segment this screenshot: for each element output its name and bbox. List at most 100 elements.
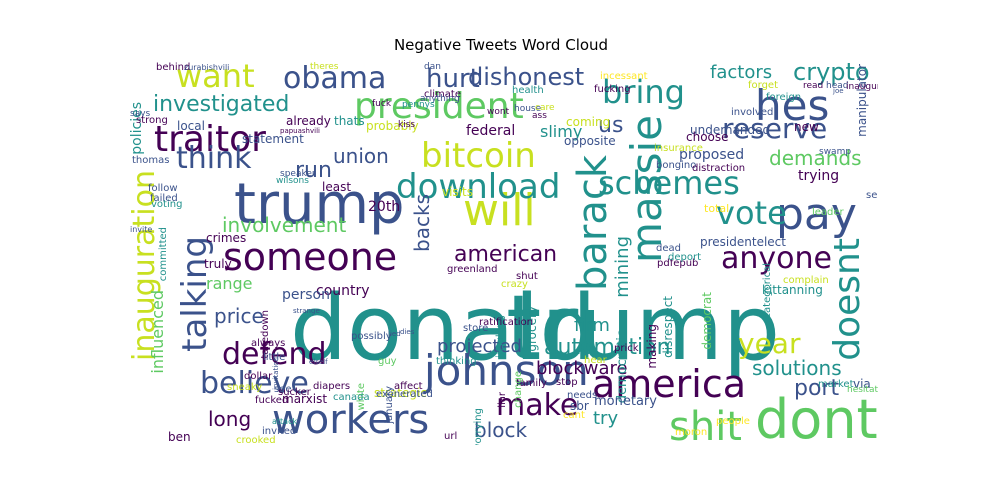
cloud-word: range <box>206 274 253 293</box>
cloud-word: crimes <box>206 231 247 245</box>
cloud-word: trying <box>798 168 840 184</box>
cloud-word: want <box>176 60 255 95</box>
cloud-word: workers <box>272 397 430 443</box>
cloud-word: underhanded <box>690 123 771 137</box>
cloud-word: new <box>794 120 819 134</box>
cloud-word: moron <box>675 427 708 438</box>
cloud-word: crypto <box>793 60 870 86</box>
cloud-word: kiss <box>398 120 416 130</box>
cloud-word: greenland <box>447 264 498 275</box>
cloud-word: download <box>396 167 561 207</box>
cloud-word: think <box>176 141 252 176</box>
cloud-word: diapers <box>313 381 351 392</box>
cloud-word: guy <box>378 356 397 367</box>
cloud-word: leader <box>812 207 844 218</box>
cloud-word: obama <box>283 61 387 96</box>
cloud-word: already <box>286 114 331 128</box>
cloud-word: care <box>535 103 555 113</box>
cloud-word: block <box>474 418 528 442</box>
cloud-word: sept <box>866 190 878 201</box>
cloud-word: try <box>593 408 619 429</box>
cloud-word: bongino <box>656 160 697 171</box>
cloud-word: little <box>263 352 286 363</box>
word-cloud: donald trump president trump will someone obam… <box>126 60 878 445</box>
cloud-word: bring <box>602 73 685 111</box>
cloud-word: climate <box>424 89 461 100</box>
cloud-word: presidentelect <box>700 235 786 249</box>
cloud-word: url <box>444 431 458 442</box>
cloud-word: people <box>716 416 750 427</box>
cloud-word: trump <box>506 276 781 381</box>
cloud-word: fucked <box>255 395 289 406</box>
cloud-word: wont <box>487 107 510 117</box>
cloud-word: hesitated <box>847 385 878 395</box>
cloud-word: make <box>496 388 579 423</box>
cloud-word: fucking <box>594 84 631 95</box>
cloud-word: donald <box>290 276 597 381</box>
cloud-word: will <box>463 185 536 236</box>
cloud-word: kittanning <box>762 283 823 297</box>
cloud-word: run <box>295 158 332 183</box>
cloud-word: affect <box>394 381 423 392</box>
cloud-word: crazy <box>501 279 528 290</box>
cloud-word: price <box>214 304 264 328</box>
cloud-word: us <box>598 113 624 138</box>
cloud-word: sucker <box>278 387 311 398</box>
cloud-word: pay <box>776 189 857 240</box>
cloud-word: invitation <box>272 357 280 390</box>
cloud-word: thomas <box>132 155 170 166</box>
cloud-word: family <box>516 378 547 389</box>
cloud-word: elself <box>309 358 328 366</box>
cloud-word: lied <box>388 330 401 338</box>
cloud-word: possibly <box>351 331 392 342</box>
cloud-word: someone <box>223 235 398 279</box>
cloud-word: investigated <box>153 92 290 117</box>
cloud-word: incessant <box>600 71 648 82</box>
cloud-word: head <box>826 81 849 91</box>
cloud-word: speaker <box>280 169 316 179</box>
cloud-word: crooked <box>236 435 276 446</box>
cloud-word: inaugurationsaidits <box>846 82 878 92</box>
cloud-word: ratification <box>479 317 534 328</box>
cloud-word: stop <box>556 377 578 388</box>
cloud-word: voting <box>151 199 183 210</box>
cloud-word: firm <box>574 315 610 336</box>
cloud-word: manipulator <box>855 64 869 137</box>
cloud-word: defend <box>222 337 327 372</box>
cloud-word: complain <box>783 275 829 286</box>
cloud-word: statement <box>242 132 304 146</box>
cloud-word: distraction <box>692 163 746 174</box>
cloud-word: committed <box>158 227 169 282</box>
cloud-word: president <box>354 86 524 127</box>
cloud-word: theres <box>310 62 339 72</box>
cloud-word: believe <box>200 366 309 401</box>
cloud-word: automation <box>544 335 671 360</box>
cloud-word: slimy <box>540 122 583 141</box>
cloud-word: failed <box>150 193 178 204</box>
cloud-word: disrespect <box>661 296 675 358</box>
cloud-word: categorical <box>762 263 773 319</box>
cloud-word: fuck <box>372 99 392 109</box>
cloud-word: exonerated <box>376 389 433 400</box>
cloud-word: dan <box>424 62 441 72</box>
cloud-word: change <box>513 371 524 408</box>
cloud-word: anything <box>420 94 460 104</box>
cloud-word: papuashvili <box>280 127 320 135</box>
cloud-word: zurabishvili <box>184 63 230 72</box>
cloud-word: total <box>704 202 730 215</box>
cloud-word: probably <box>366 119 419 133</box>
cloud-word: ass <box>532 111 547 121</box>
cloud-word: shut <box>516 271 538 282</box>
cloud-word: democrat <box>700 292 714 350</box>
cloud-word: swamp <box>819 147 852 157</box>
cloud-word: hes <box>755 81 830 130</box>
cloud-word: 20th <box>368 199 401 215</box>
cloud-word: port <box>794 376 840 401</box>
cloud-word: hurt <box>426 64 480 94</box>
cloud-word: democratic <box>615 330 630 404</box>
cloud-word: factors <box>710 62 773 83</box>
cloud-word: joe <box>833 87 844 95</box>
cloud-word: trump <box>234 172 405 237</box>
cloud-word: vote <box>716 194 787 232</box>
cloud-word: dies <box>400 328 415 336</box>
